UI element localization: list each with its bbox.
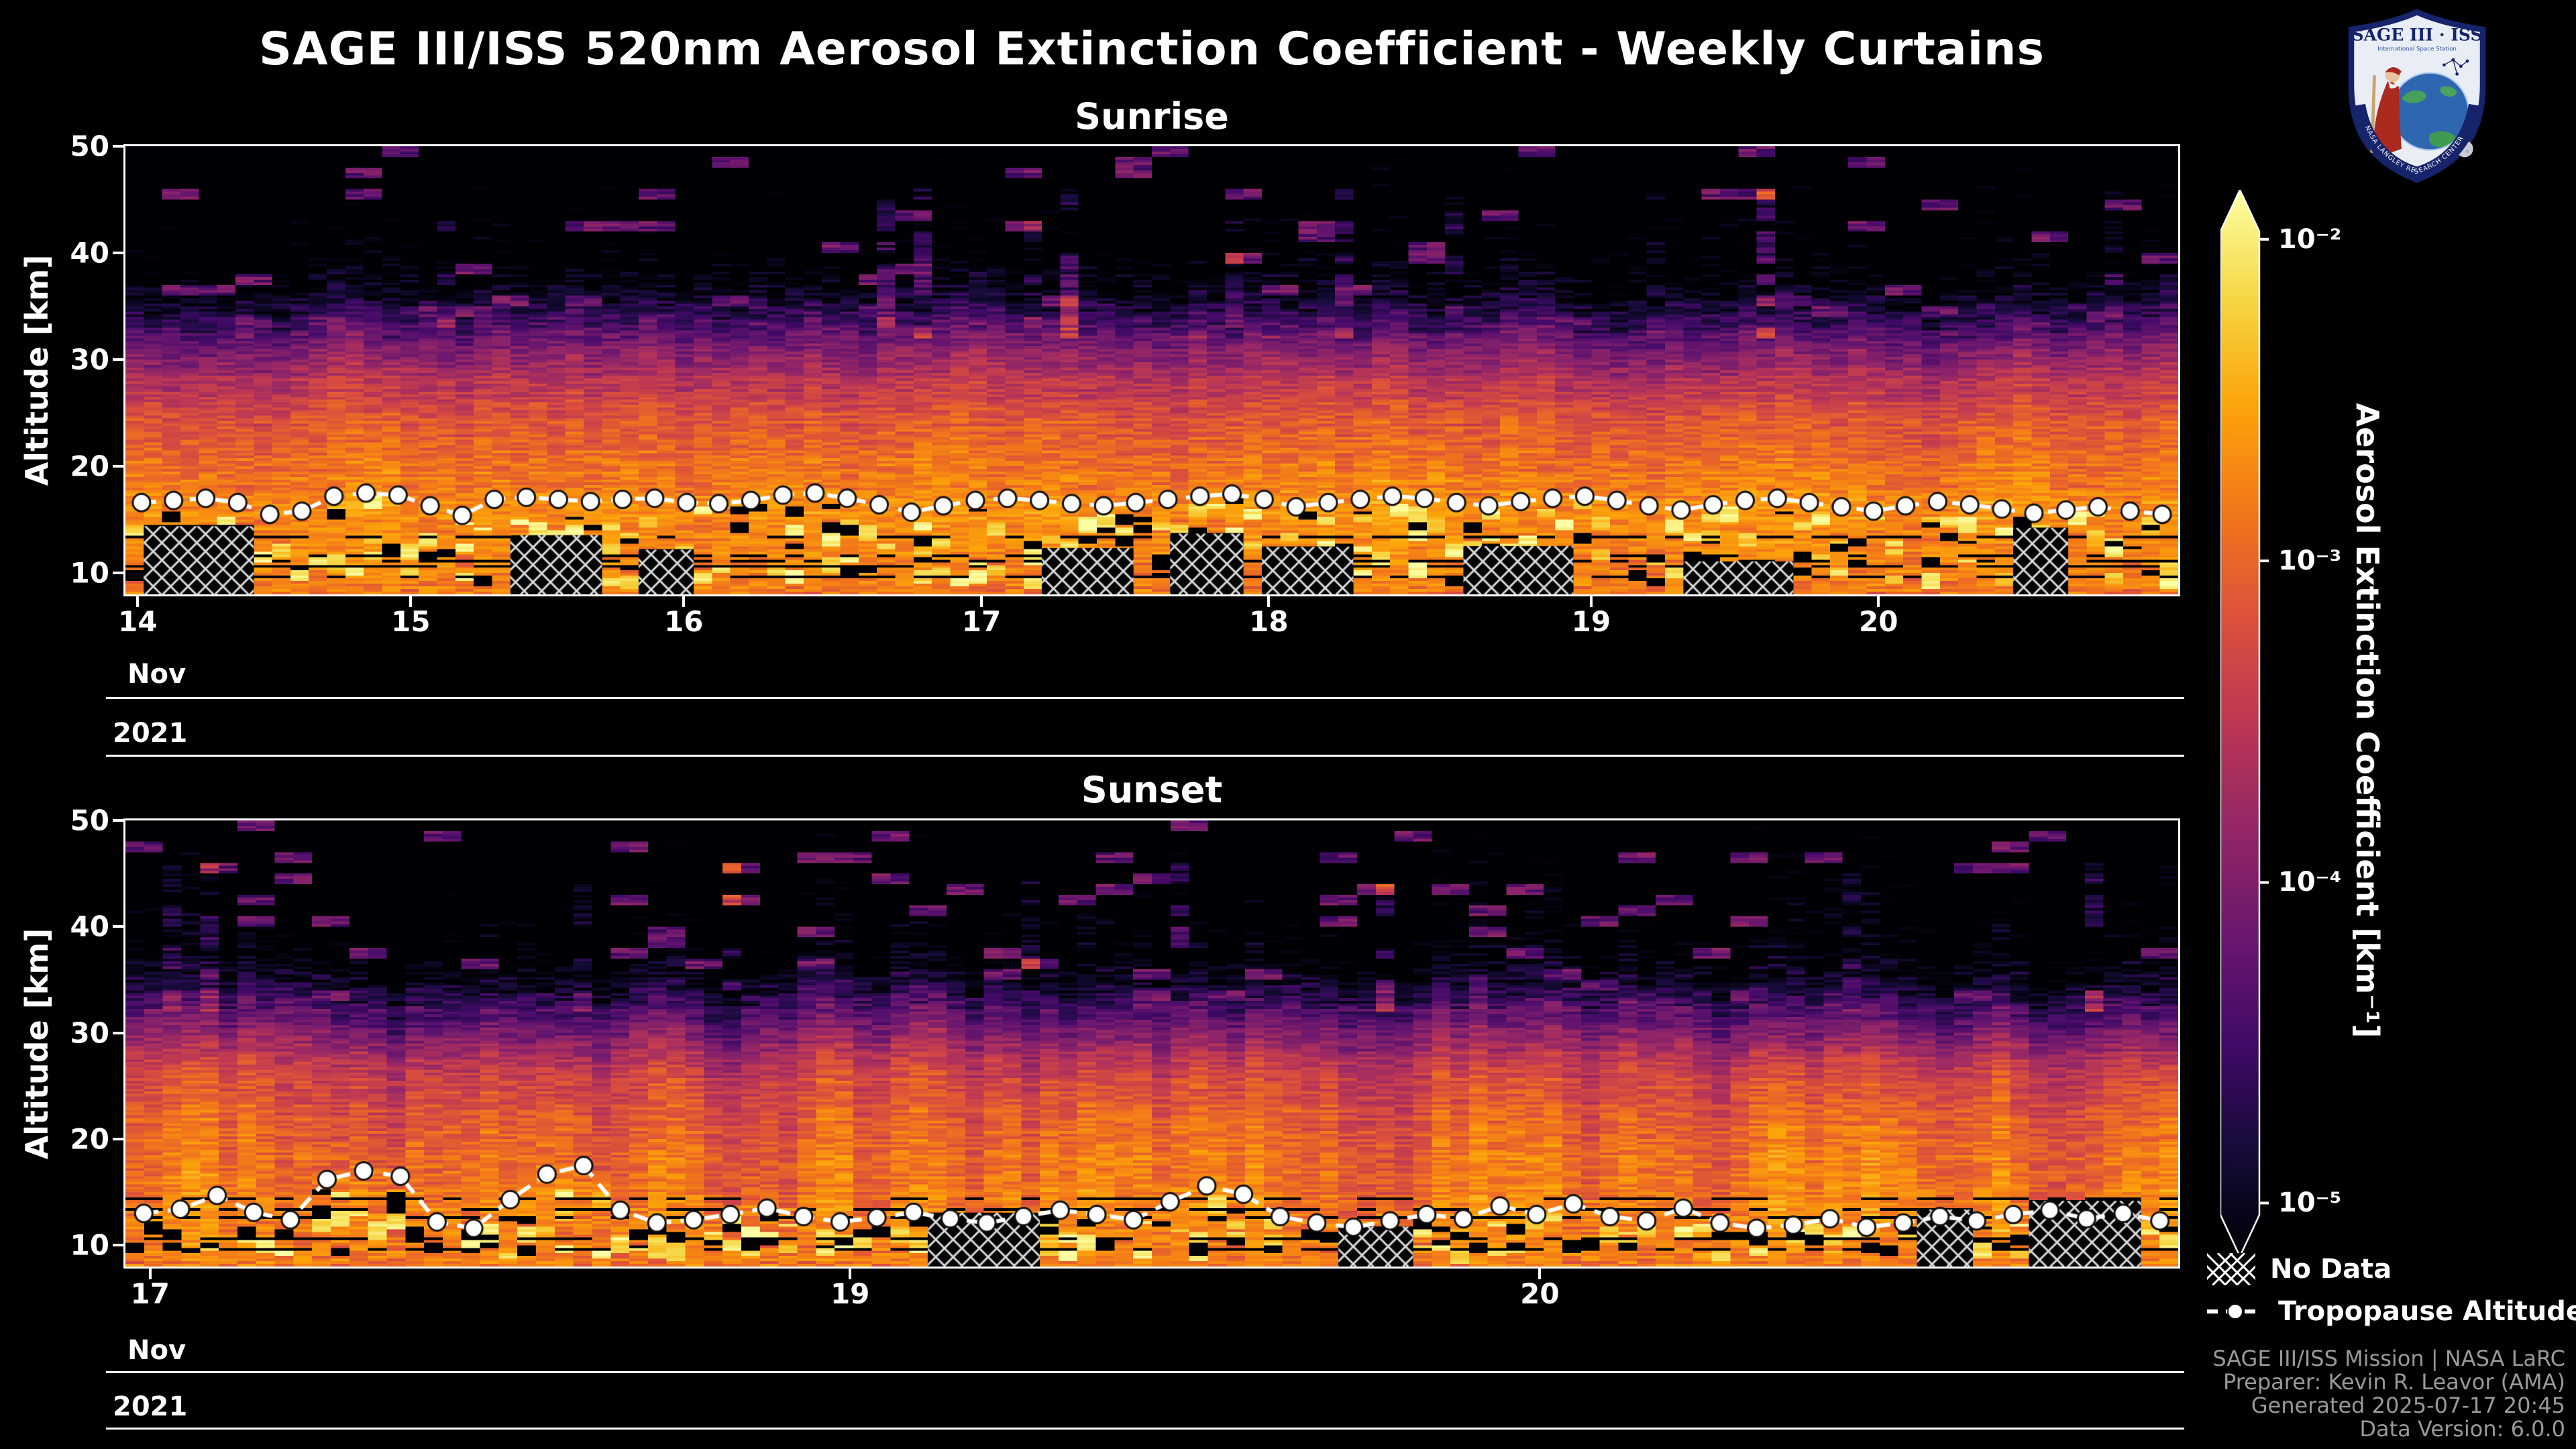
legend-label: No Data (2270, 1254, 2392, 1285)
x-axis-year-label: 2021 (113, 1391, 188, 1422)
x-axis-month-label: Nov (127, 659, 186, 690)
colorbar-tick-label: 10⁻⁴ (2278, 867, 2342, 898)
credit-line: Preparer: Kevin R. Leavor (AMA) (2222, 1369, 2565, 1395)
y-tick-label: 40 (70, 236, 109, 270)
panel-title-sunset: Sunset (1081, 769, 1223, 811)
tropopause-line-icon (2207, 1303, 2263, 1320)
x-tick-mark (1877, 596, 1880, 607)
panel-title-sunrise: Sunrise (1075, 95, 1229, 138)
axis-separator-line (106, 755, 2184, 757)
x-tick-label: 19 (830, 1277, 870, 1310)
patch-title: SAGE III · ISS (2351, 25, 2482, 44)
mission-patch-logo: SAGE III · ISS International Space Stati… (2348, 9, 2486, 183)
y-tick-label: 10 (70, 1228, 109, 1262)
axis-separator-line (106, 1428, 2184, 1430)
y-tick-mark (113, 145, 123, 148)
y-tick-label: 40 (70, 910, 109, 943)
y-tick-label: 50 (70, 129, 109, 163)
x-tick-label: 17 (130, 1277, 170, 1310)
y-tick-label: 20 (70, 449, 109, 483)
x-tick-label: 20 (1859, 605, 1898, 638)
y-tick-label: 30 (70, 1016, 109, 1050)
credit-line: Data Version: 6.0.0 (2359, 1416, 2565, 1442)
colorbar-ticks (2259, 237, 2269, 1205)
x-axis-year-label: 2021 (113, 718, 188, 749)
axis-separator-line (106, 697, 2184, 699)
y-tick-mark (113, 252, 123, 255)
y-tick-mark (113, 465, 123, 468)
x-tick-mark (1267, 596, 1271, 607)
x-tick-mark (1538, 1269, 1542, 1279)
y-tick-label: 50 (70, 804, 109, 837)
y-tick-label: 20 (70, 1122, 109, 1156)
colorbar-axis-label: Aerosol Extinction Coefficient [km⁻¹] (2349, 402, 2385, 1038)
y-tick-mark (113, 819, 123, 822)
colorbar-tick-label: 10⁻⁵ (2278, 1187, 2342, 1219)
y-tick-mark (113, 925, 123, 928)
x-axis-month-label: Nov (127, 1335, 186, 1366)
x-tick-label: 17 (961, 605, 1002, 638)
tropopause-overlay-canvas (125, 820, 2178, 1267)
constellation-icon (2442, 58, 2469, 76)
x-tick-label: 19 (1571, 605, 1611, 638)
colorbar (2220, 190, 2269, 1256)
x-tick-mark (1589, 596, 1593, 607)
x-tick-mark (136, 596, 140, 607)
sunset-heatmap-plot: 10 20 30 40 50 17 19 20 (70, 804, 2180, 1310)
legend-label: Tropopause Altitude (2278, 1296, 2576, 1327)
x-tick-mark (409, 596, 413, 607)
credit-line: Generated 2025-07-17 20:45 (2251, 1393, 2565, 1418)
tropopause-overlay-canvas (125, 146, 2178, 594)
y-tick-label: 10 (70, 556, 109, 590)
legend-no-data: No Data (2207, 1253, 2392, 1285)
x-tick-mark (980, 596, 983, 607)
x-tick-label: 16 (664, 605, 704, 638)
colorbar-tick-label: 10⁻² (2278, 223, 2342, 255)
legend-tropopause: Tropopause Altitude (2207, 1296, 2576, 1327)
y-tick-mark (113, 572, 123, 575)
x-tick-mark (148, 1269, 152, 1279)
x-tick-mark (849, 1269, 852, 1279)
x-tick-label: 20 (1520, 1277, 1560, 1310)
x-tick-label: 14 (118, 605, 158, 638)
colorbar-bar (2220, 190, 2261, 1256)
colorbar-tick-label: 10⁻³ (2278, 545, 2342, 577)
y-axis-label: Altitude [km] (19, 928, 55, 1160)
y-tick-mark (113, 358, 123, 362)
x-tick-mark (682, 596, 686, 607)
y-axis-label: Altitude [km] (19, 254, 55, 486)
credit-line: SAGE III/ISS Mission | NASA LaRC (2212, 1346, 2565, 1371)
credits-block: SAGE III/ISS Mission | NASA LaRC Prepare… (2212, 1347, 2565, 1441)
y-tick-mark (113, 1244, 123, 1247)
patch-band (2352, 103, 2482, 180)
patch-subtitle: International Space Station (2377, 46, 2457, 53)
sunrise-heatmap-plot: 10 20 30 40 50 14 15 16 17 18 19 20 (70, 130, 2180, 638)
axis-separator-line (106, 1371, 2184, 1373)
x-tick-label: 15 (391, 605, 431, 638)
x-tick-label: 18 (1249, 605, 1289, 638)
colorbar-tick-labels: 10⁻² 10⁻³ 10⁻⁴ 10⁻⁵ (2278, 190, 2412, 1256)
y-tick-label: 30 (70, 343, 109, 376)
y-tick-mark (113, 1031, 123, 1034)
figure-title: SAGE III/ISS 520nm Aerosol Extinction Co… (259, 23, 2045, 76)
no-data-hatch-icon (2207, 1253, 2255, 1285)
y-tick-mark (113, 1138, 123, 1140)
